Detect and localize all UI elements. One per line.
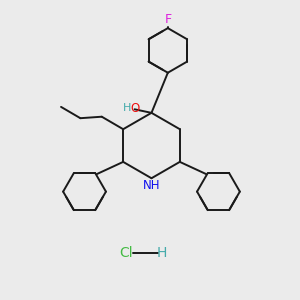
Text: H: H [123, 103, 132, 113]
Text: F: F [164, 13, 171, 26]
Text: Cl: Cl [119, 245, 133, 260]
Text: H: H [157, 245, 167, 260]
Text: NH: NH [143, 179, 160, 192]
Text: O: O [131, 102, 140, 115]
